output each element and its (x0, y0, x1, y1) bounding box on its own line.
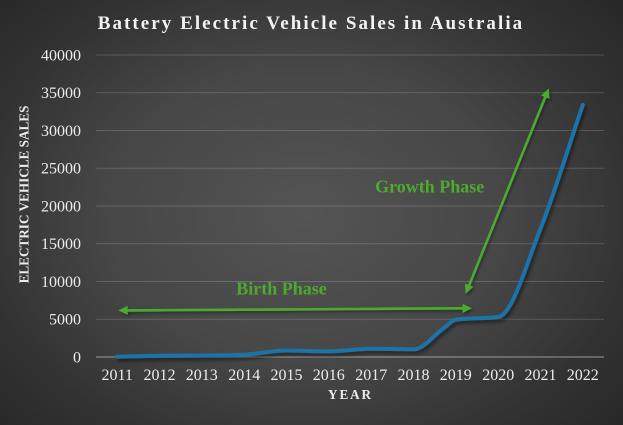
svg-text:35000: 35000 (41, 85, 81, 102)
svg-text:2014: 2014 (228, 367, 260, 384)
svg-text:2018: 2018 (398, 367, 430, 384)
svg-text:10000: 10000 (41, 274, 81, 291)
svg-text:30000: 30000 (41, 123, 81, 140)
svg-text:YEAR: YEAR (328, 387, 373, 402)
svg-text:2020: 2020 (482, 367, 514, 384)
svg-text:2022: 2022 (567, 367, 599, 384)
svg-text:20000: 20000 (41, 198, 81, 215)
svg-text:2011: 2011 (101, 367, 132, 384)
svg-text:15000: 15000 (41, 236, 81, 253)
svg-text:Battery Electric Vehicle Sales: Battery Electric Vehicle Sales in Austra… (98, 13, 524, 34)
svg-text:2013: 2013 (186, 367, 218, 384)
svg-text:2016: 2016 (313, 367, 345, 384)
svg-text:Birth Phase: Birth Phase (236, 278, 327, 298)
svg-text:25000: 25000 (41, 161, 81, 178)
svg-text:ELECTRIC VEHICLE SALES: ELECTRIC VEHICLE SALES (17, 106, 32, 284)
svg-text:5000: 5000 (49, 312, 81, 329)
svg-text:Growth Phase: Growth Phase (375, 177, 484, 197)
svg-text:2021: 2021 (525, 367, 557, 384)
svg-text:40000: 40000 (41, 47, 81, 64)
svg-text:0: 0 (73, 349, 81, 366)
svg-text:2015: 2015 (271, 367, 303, 384)
svg-text:2019: 2019 (440, 367, 472, 384)
svg-text:2017: 2017 (355, 367, 387, 384)
svg-text:2012: 2012 (144, 367, 176, 384)
